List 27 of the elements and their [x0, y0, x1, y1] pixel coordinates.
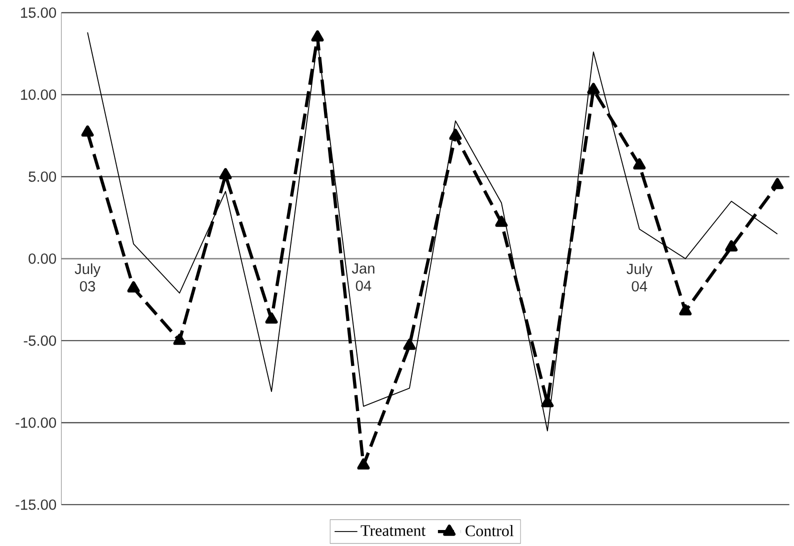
point	[725, 240, 738, 252]
point	[495, 216, 508, 227]
point	[265, 312, 278, 324]
y-tick-label: 0.00	[28, 253, 56, 264]
point	[311, 30, 324, 42]
y-tick-label: -15.00	[16, 499, 56, 510]
point	[81, 125, 94, 137]
point	[679, 304, 692, 316]
point	[449, 128, 462, 140]
point	[633, 158, 646, 170]
point	[173, 334, 186, 345]
y-tick-label: 10.00	[21, 89, 56, 100]
legend-label: Treatment	[360, 525, 426, 536]
y-tick-label: -5.00	[24, 335, 56, 346]
x-tick-label: July 04	[626, 263, 652, 292]
y-tick-label: 5.00	[28, 171, 56, 182]
x-tick-label: Jan 04	[352, 263, 374, 291]
point	[587, 82, 600, 94]
point	[357, 458, 370, 470]
point	[219, 168, 232, 180]
y-tick-label: 15.00	[21, 7, 56, 18]
legend-label: Control	[466, 525, 514, 536]
point	[127, 281, 140, 292]
x-tick-label: July 03	[74, 263, 101, 292]
point	[771, 178, 784, 190]
point	[403, 338, 416, 350]
y-tick-label: -10.00	[16, 417, 56, 428]
